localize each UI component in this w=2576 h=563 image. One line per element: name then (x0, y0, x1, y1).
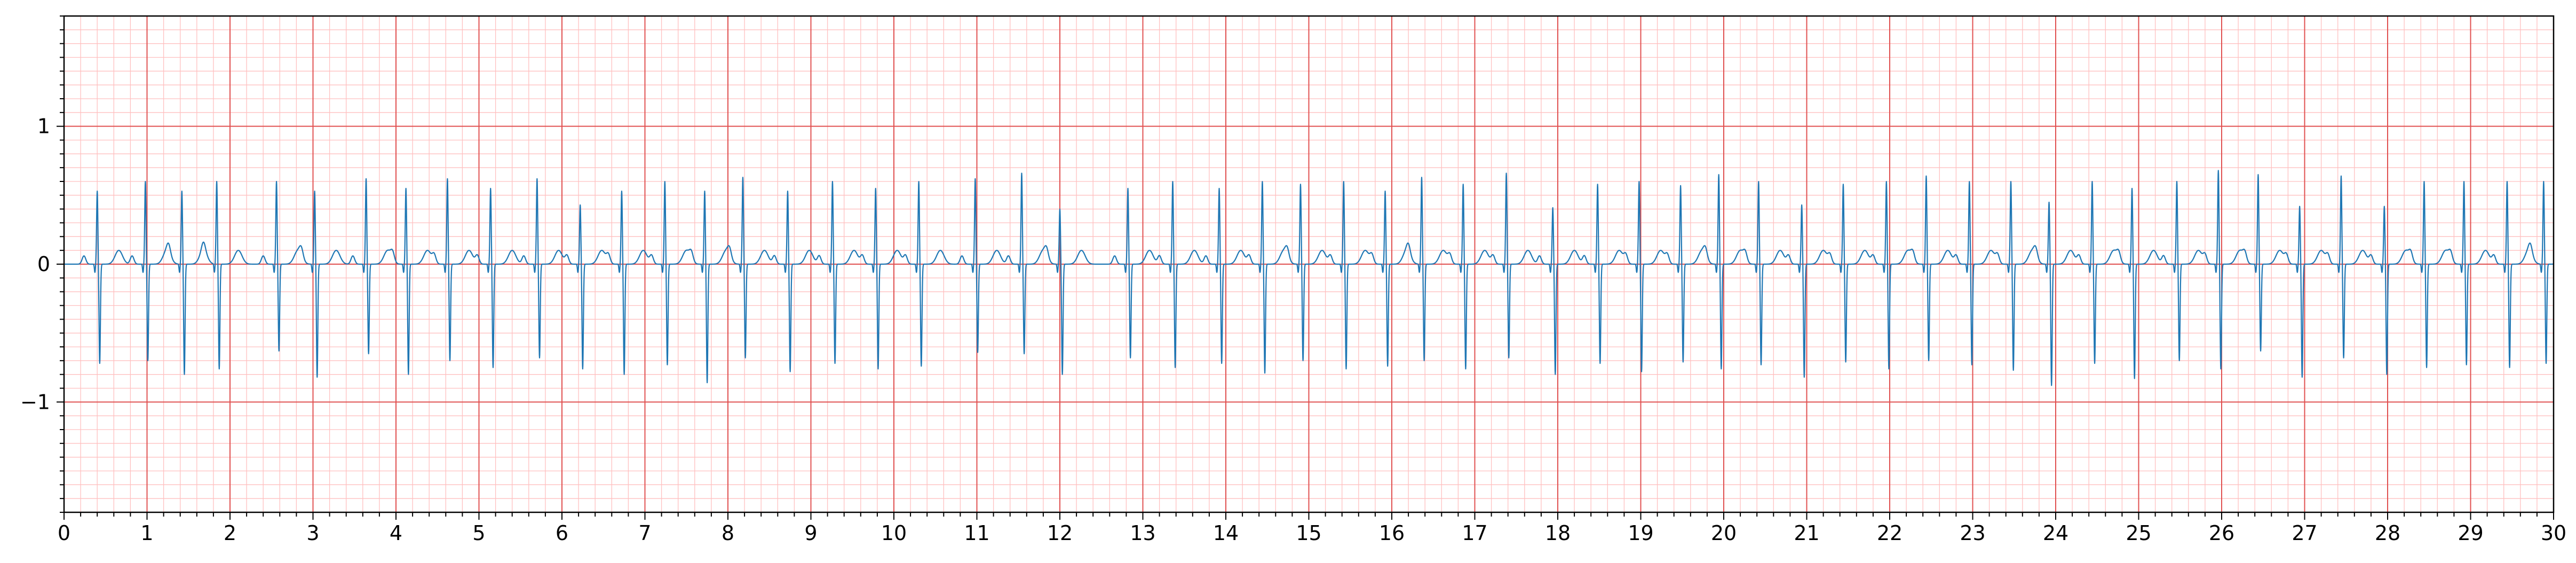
x-tick-label: 17 (1462, 521, 1487, 545)
x-tick-label: 9 (804, 521, 817, 545)
x-tick-label: 6 (556, 521, 568, 545)
x-tick-label: 27 (2292, 521, 2317, 545)
ecg-signal-line (64, 170, 2554, 386)
x-tick-label: 16 (1379, 521, 1405, 545)
x-tick-label: 30 (2541, 521, 2566, 545)
x-tick-label: 2 (224, 521, 236, 545)
x-tick-label: 8 (722, 521, 734, 545)
x-tick-label: 11 (964, 521, 989, 545)
x-tick-label: 15 (1296, 521, 1321, 545)
x-tick-label: 3 (306, 521, 319, 545)
x-tick-label: 1 (140, 521, 153, 545)
x-tick-label: 20 (1711, 521, 1737, 545)
x-tick-label: 5 (472, 521, 485, 545)
x-tick-label: 12 (1047, 521, 1073, 545)
x-tick-label: 10 (881, 521, 907, 545)
x-tick-label: 7 (638, 521, 651, 545)
x-tick-label: 14 (1213, 521, 1239, 545)
y-tick-label: 1 (37, 115, 50, 138)
axis-ticks (57, 15, 2554, 520)
x-tick-label: 25 (2126, 521, 2151, 545)
x-tick-label: 24 (2043, 521, 2068, 545)
x-tick-label: 4 (390, 521, 402, 545)
x-tick-label: 21 (1794, 521, 1819, 545)
x-tick-label: 19 (1628, 521, 1653, 545)
x-tick-label: 26 (2209, 521, 2234, 545)
x-tick-label: 0 (58, 521, 70, 545)
x-tick-label: 29 (2458, 521, 2483, 545)
x-tick-label: 22 (1877, 521, 1903, 545)
x-tick-label: 28 (2375, 521, 2400, 545)
y-tick-label: 0 (37, 252, 50, 276)
x-tick-label: 23 (1960, 521, 1985, 545)
y-tick-label: −1 (20, 390, 50, 414)
x-tick-label: 13 (1130, 521, 1155, 545)
x-tick-label: 18 (1545, 521, 1571, 545)
y-tick-labels: −1 0 1 (20, 115, 50, 414)
x-tick-labels: 0 1 2 3 4 5 6 7 8 9 10 11 12 13 14 15 16 17 18 19 20 21 22 23 24… (58, 521, 2566, 545)
